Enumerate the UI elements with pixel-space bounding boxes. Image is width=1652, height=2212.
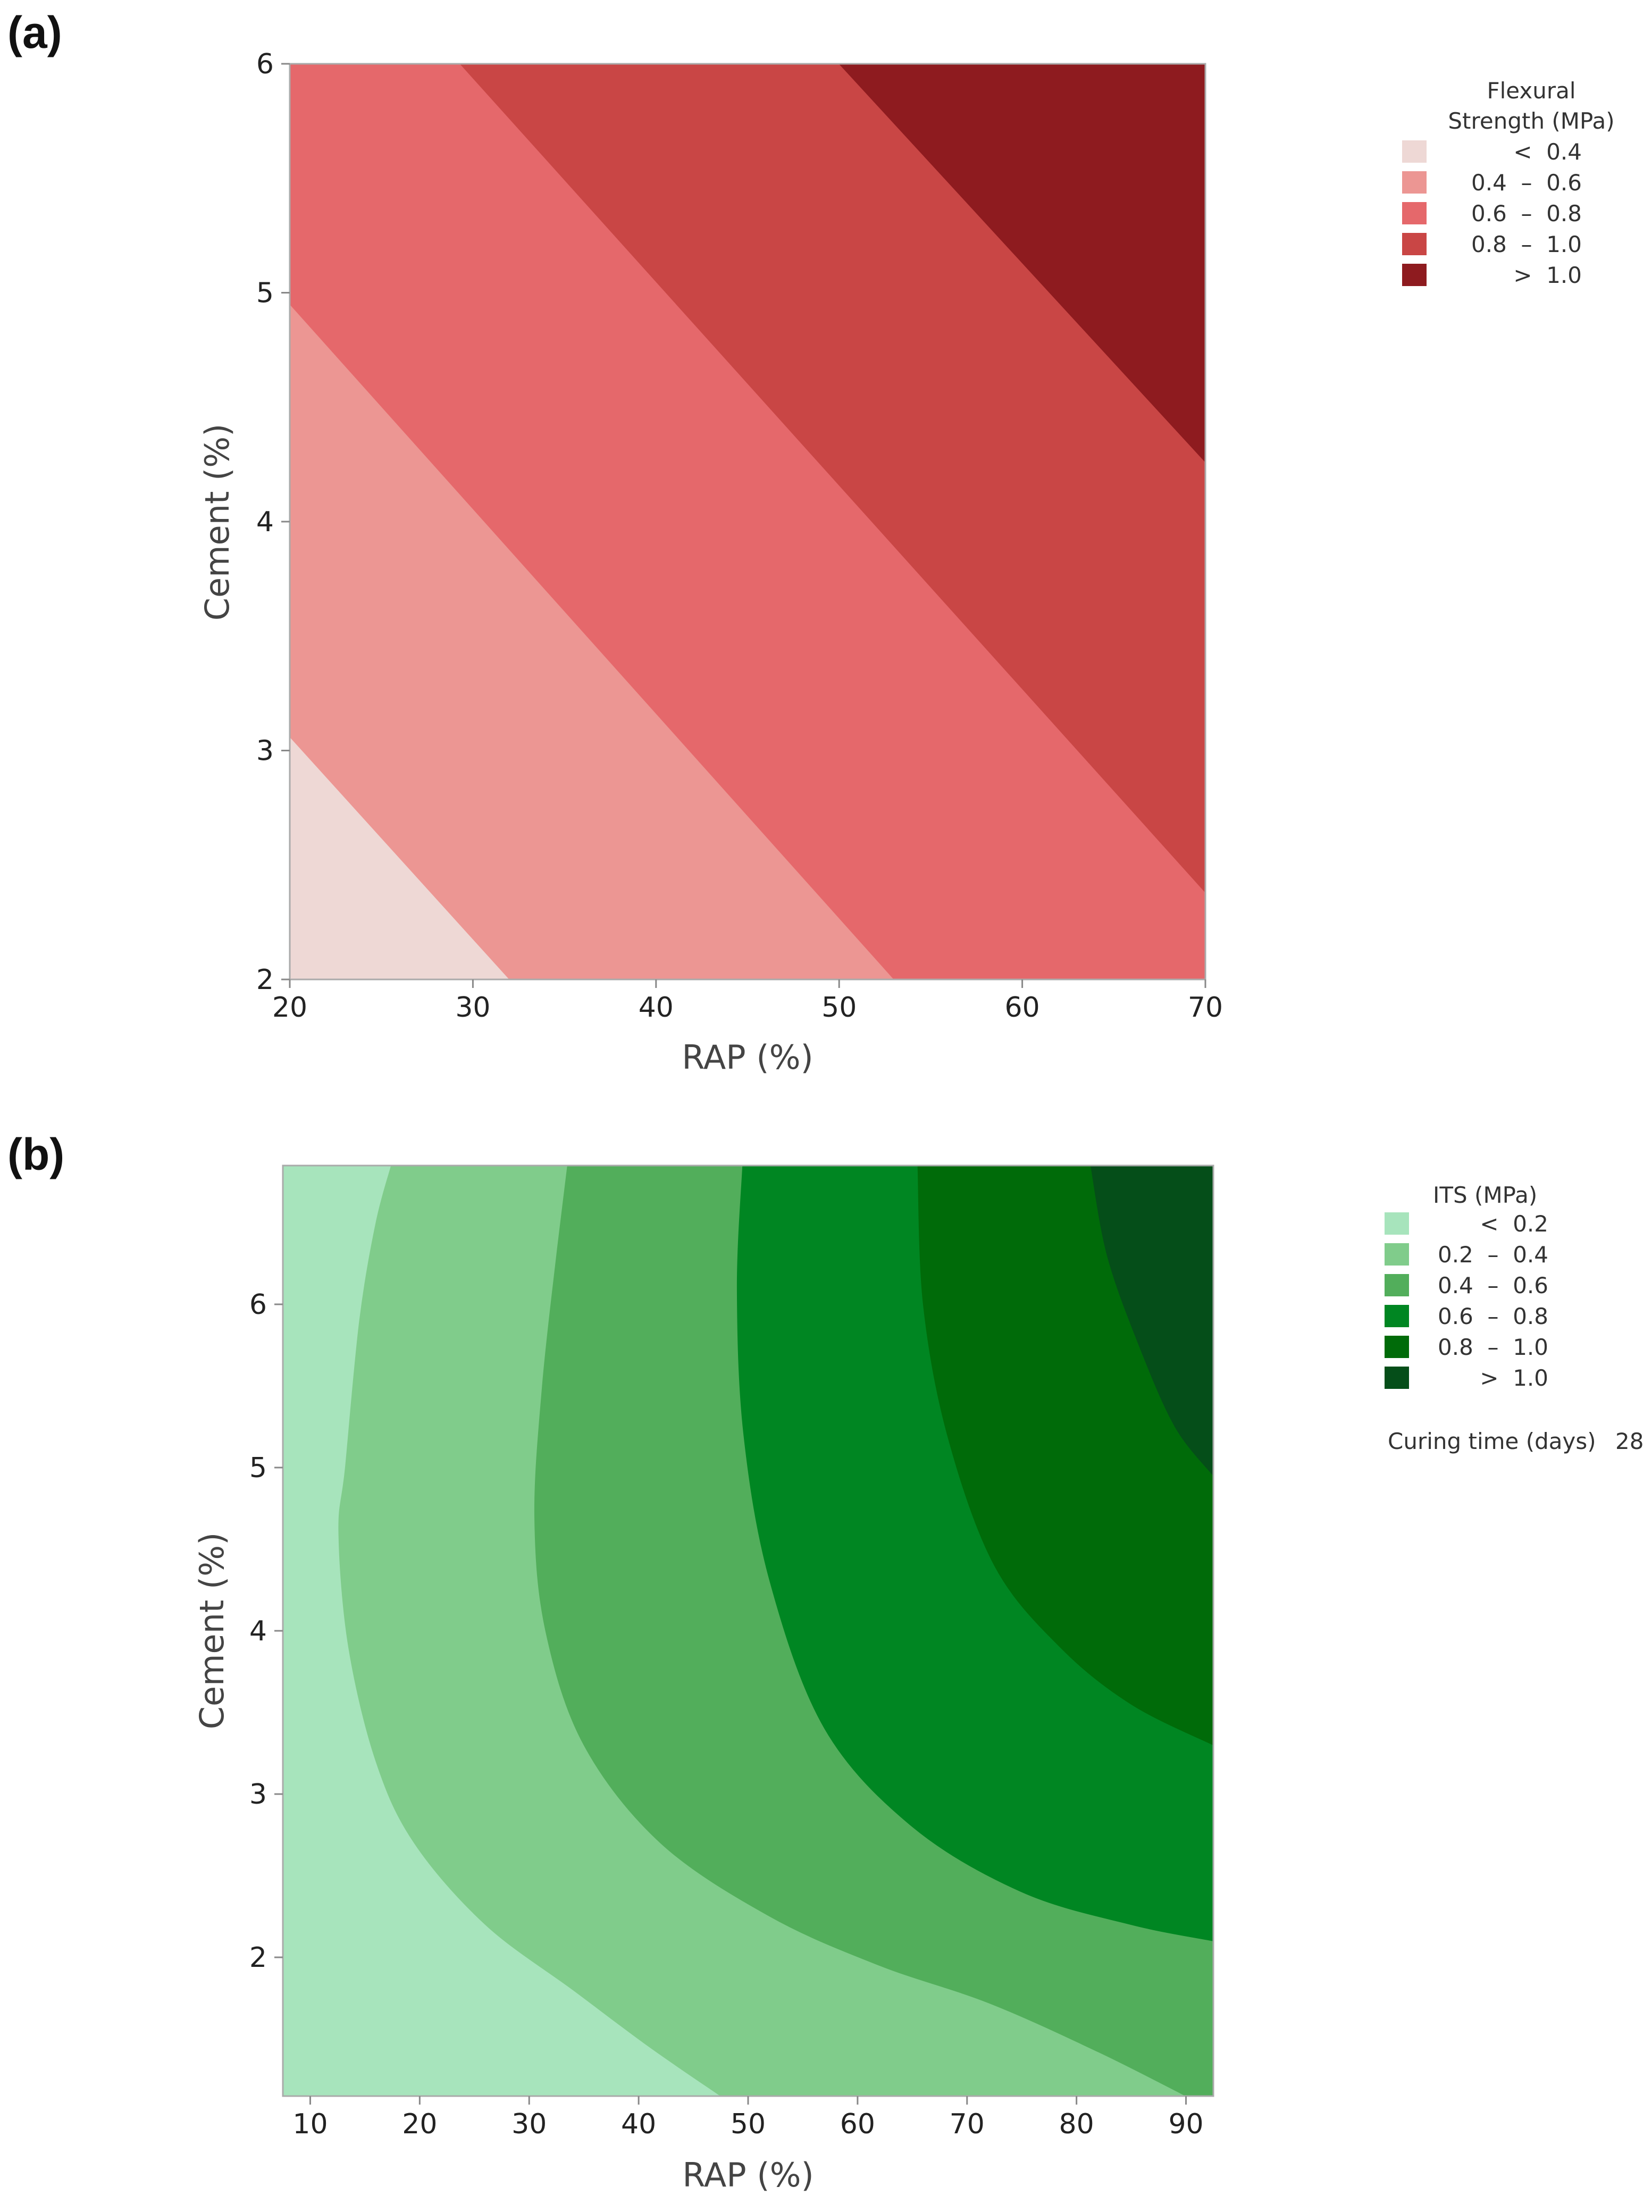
panel-b-legend-label-3: 0.6 – 0.8 [1438, 1303, 1548, 1329]
panel-b-label: (b) [7, 1129, 64, 1179]
panel-b-x-ticks: 10 20 30 40 50 60 70 80 90 [292, 2096, 1204, 2140]
panel-b-x-tick-label-10: 10 [292, 2108, 328, 2140]
panel-a-legend-swatch-3 [1402, 233, 1427, 255]
panel-a-legend-swatch-2 [1402, 202, 1427, 224]
panel-a-x-tick-label-50: 50 [821, 992, 857, 1024]
panel-a-contour-regions [289, 63, 1206, 980]
panel-b-x-tick-label-40: 40 [621, 2108, 656, 2140]
panel-b-legend-swatch-4 [1385, 1336, 1409, 1358]
panel-b-legend-swatch-2 [1385, 1274, 1409, 1296]
panel-b-legend-label-5: > 1.0 [1480, 1365, 1548, 1391]
panel-b-x-tick-label-30: 30 [511, 2108, 547, 2140]
panel-b-contour-regions [283, 1165, 1214, 2097]
curing-time-label: Curing time (days) [1388, 1428, 1596, 1454]
panel-b-y-axis-title: Cement (%) [192, 1532, 231, 1730]
panel-b-y-tick-label-2: 2 [249, 1942, 267, 1974]
panel-a-y-axis-title: Cement (%) [198, 424, 237, 621]
panel-b-x-tick-label-70: 70 [950, 2108, 985, 2140]
panel-b-x-tick-label-50: 50 [731, 2108, 766, 2140]
panel-b-y-tick-label-3: 3 [249, 1779, 267, 1811]
panel-b-legend-swatch-0 [1385, 1212, 1409, 1235]
panel-a-x-tick-label-70: 70 [1188, 992, 1223, 1024]
panel-b: (b) 10 20 30 40 50 60 70 80 90 2 3 4 5 6 RAP (%) Cem… [7, 1129, 1643, 2194]
panel-b-y-tick-label-5: 5 [249, 1452, 267, 1484]
panel-a-y-ticks: 2 3 4 5 6 [256, 48, 290, 996]
panel-a-legend-title-line1: Flexural [1487, 78, 1575, 104]
panel-a-legend-label-1: 0.4 – 0.6 [1471, 170, 1582, 196]
panel-a-legend: Flexural Strength (MPa) < 0.4 0.4 – 0.6 0.… [1402, 78, 1615, 288]
panel-b-legend-label-2: 0.4 – 0.6 [1438, 1272, 1548, 1298]
panel-a-x-tick-label-40: 40 [639, 992, 674, 1024]
panel-a-legend-label-3: 0.8 – 1.0 [1471, 231, 1582, 257]
panel-a-x-axis-title: RAP (%) [682, 1038, 813, 1077]
panel-b-legend-label-0: < 0.2 [1480, 1211, 1548, 1237]
panel-b-x-tick-label-80: 80 [1059, 2108, 1094, 2140]
panel-a-y-tick-label-2: 2 [256, 964, 274, 996]
panel-a-y-tick-label-5: 5 [256, 278, 274, 309]
panel-b-legend-swatch-3 [1385, 1305, 1409, 1327]
panel-b-legend-swatch-5 [1385, 1367, 1409, 1389]
panel-a-x-ticks: 20 30 40 50 60 70 [272, 979, 1223, 1024]
panel-a-x-tick-label-20: 20 [272, 992, 307, 1024]
panel-a-legend-swatch-1 [1402, 171, 1427, 194]
panel-a-legend-swatch-0 [1402, 140, 1427, 163]
panel-a-label: (a) [7, 7, 62, 57]
panel-a-legend-title-line2: Strength (MPa) [1448, 108, 1614, 134]
panel-b-x-tick-label-20: 20 [402, 2108, 437, 2140]
panel-a-x-tick-label-30: 30 [455, 992, 490, 1024]
curing-time-value: 28 [1615, 1428, 1643, 1454]
panel-b-y-tick-label-4: 4 [249, 1615, 267, 1647]
panel-a-y-tick-label-3: 3 [256, 735, 274, 767]
panel-a-x-tick-label-60: 60 [1005, 992, 1040, 1024]
panel-b-legend-label-1: 0.2 – 0.4 [1438, 1242, 1548, 1268]
panel-a-legend-label-0: < 0.4 [1513, 139, 1582, 165]
panel-b-region-5 [1090, 1165, 1214, 1477]
panel-a: (a) 20 30 40 50 60 70 2 3 4 5 6 RAP (%) Cement (%… [7, 7, 1615, 1077]
panel-a-y-tick-label-6: 6 [256, 48, 274, 80]
panel-b-legend-label-4: 0.8 – 1.0 [1438, 1334, 1548, 1360]
panel-b-x-tick-label-90: 90 [1168, 2108, 1203, 2140]
panel-b-x-axis-title: RAP (%) [682, 2156, 814, 2194]
panel-b-y-ticks: 2 3 4 5 6 [249, 1289, 283, 1974]
panel-a-legend-swatch-4 [1402, 264, 1427, 286]
panel-b-legend-title: ITS (MPa) [1433, 1182, 1537, 1208]
panel-b-legend: ITS (MPa) < 0.2 0.2 – 0.4 0.4 – 0.6 0.6 – 0… [1385, 1182, 1548, 1391]
panel-a-legend-label-4: > 1.0 [1513, 262, 1582, 288]
panel-a-legend-label-2: 0.6 – 0.8 [1471, 200, 1582, 227]
panel-a-y-tick-label-4: 4 [256, 506, 274, 538]
panel-b-x-tick-label-60: 60 [840, 2108, 875, 2140]
panel-b-legend-swatch-1 [1385, 1243, 1409, 1266]
panel-b-y-tick-label-6: 6 [249, 1289, 267, 1321]
